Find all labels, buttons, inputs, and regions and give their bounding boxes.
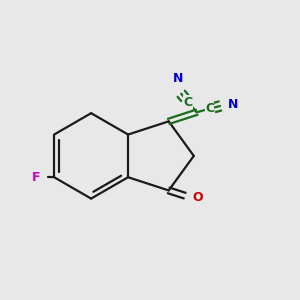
- Text: N: N: [228, 98, 238, 111]
- Text: O: O: [192, 191, 203, 204]
- Text: F: F: [32, 171, 40, 184]
- Text: N: N: [172, 72, 183, 85]
- Text: C: C: [184, 96, 193, 109]
- Text: C: C: [205, 102, 214, 115]
